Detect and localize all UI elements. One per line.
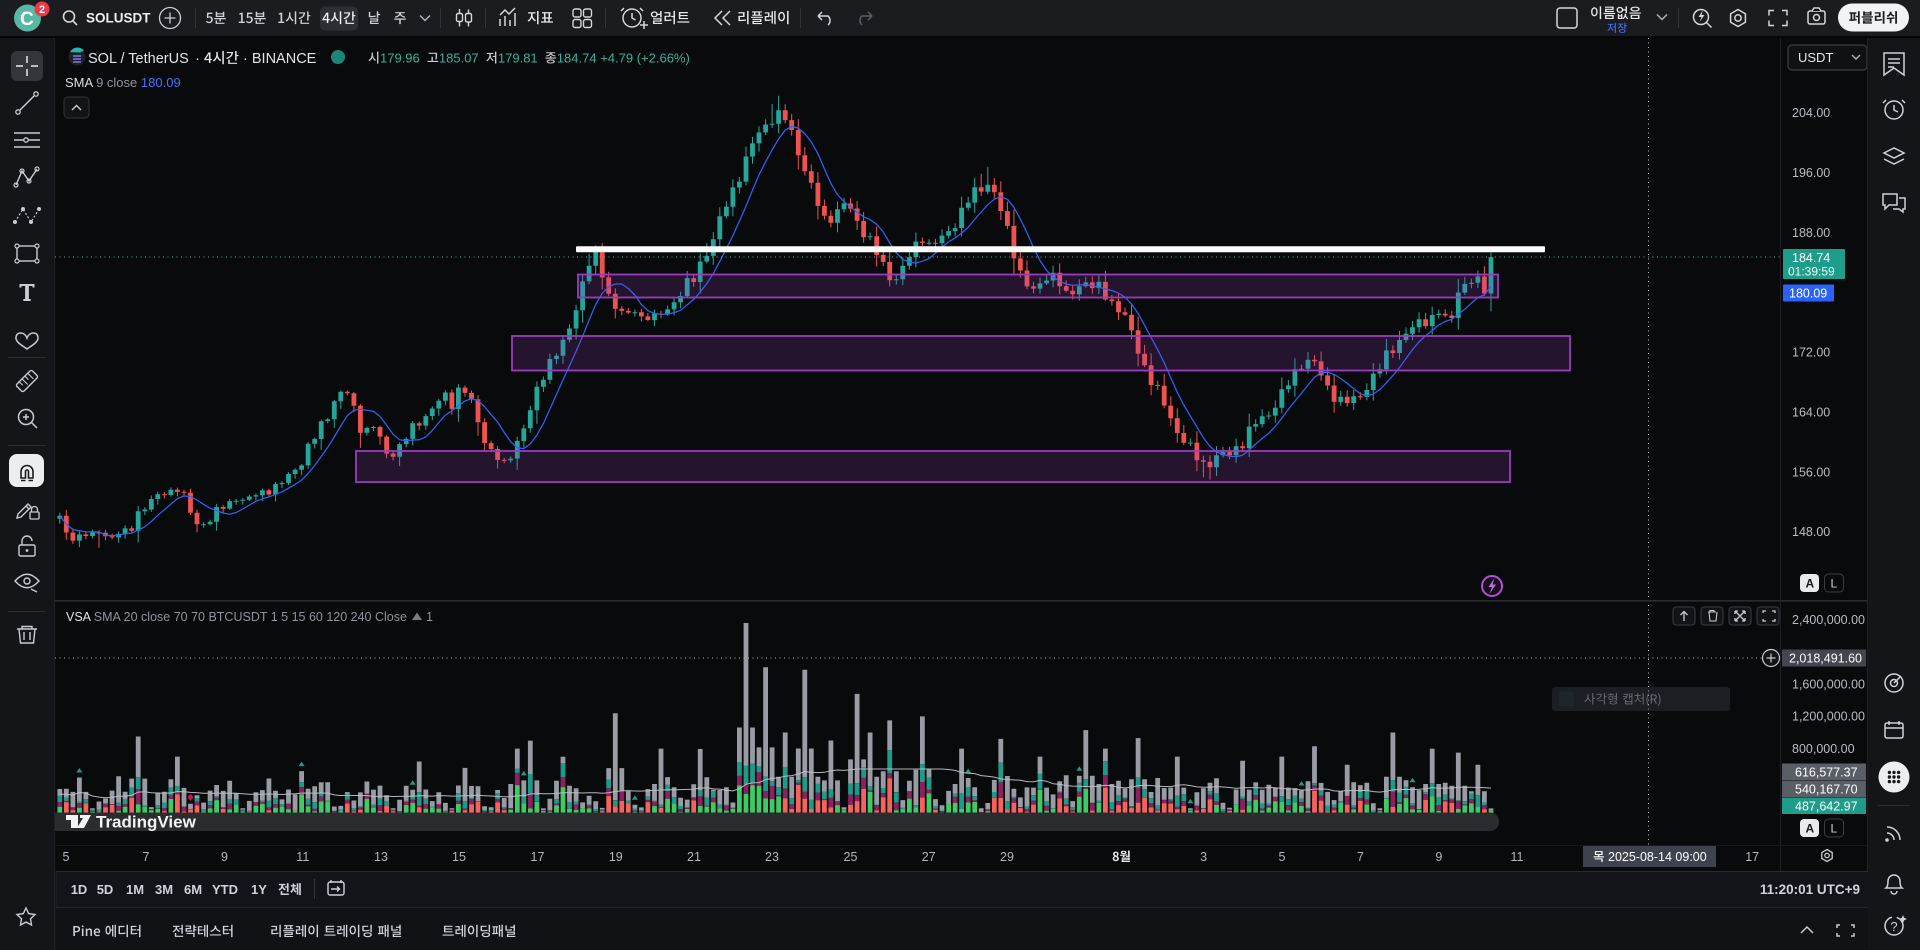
svg-text:11:20:01 UTC+9: 11:20:01 UTC+9: [1760, 882, 1860, 897]
svg-text:3M: 3M: [155, 882, 173, 897]
svg-text:2,400,000.00: 2,400,000.00: [1792, 613, 1865, 627]
svg-text:185.07: 185.07: [439, 51, 479, 66]
svg-text:172.00: 172.00: [1792, 346, 1830, 360]
svg-text:C: C: [20, 9, 34, 30]
svg-text:9: 9: [221, 850, 228, 864]
svg-text:179.81: 179.81: [498, 51, 538, 66]
svg-text:184.74: 184.74: [1792, 251, 1830, 265]
svg-text:540,167.70: 540,167.70: [1795, 783, 1858, 797]
svg-text:188.00: 188.00: [1792, 226, 1830, 240]
svg-text:180.09: 180.09: [1789, 287, 1827, 301]
svg-text:17: 17: [531, 850, 545, 864]
svg-text:VSA SMA 20 close 70 70 BTCUSDT: VSA SMA 20 close 70 70 BTCUSDT 1 5 15 60…: [66, 610, 407, 624]
svg-text:21: 21: [687, 850, 701, 864]
svg-text:156.00: 156.00: [1792, 465, 1830, 479]
svg-text:179.96: 179.96: [380, 51, 420, 66]
svg-text:27: 27: [922, 850, 936, 864]
svg-text:1: 1: [426, 610, 433, 624]
svg-text:23: 23: [765, 850, 779, 864]
svg-text:6M: 6M: [184, 882, 202, 897]
svg-text:TradingView: TradingView: [96, 813, 197, 832]
svg-text:184.74: 184.74: [557, 51, 597, 66]
svg-text:5D: 5D: [97, 882, 114, 897]
svg-text:2: 2: [39, 4, 45, 16]
svg-text:USDT: USDT: [1798, 50, 1833, 65]
svg-text:2025-08-14 09:00: 2025-08-14 09:00: [1608, 850, 1707, 864]
svg-text:1D: 1D: [71, 882, 88, 897]
svg-text:A: A: [1806, 577, 1815, 591]
svg-text:1,200,000.00: 1,200,000.00: [1792, 710, 1865, 724]
svg-text:487,642.97: 487,642.97: [1795, 800, 1858, 814]
svg-text:A: A: [1806, 822, 1815, 836]
svg-text:7: 7: [143, 850, 150, 864]
svg-text:17: 17: [1745, 850, 1759, 864]
svg-text:5: 5: [63, 850, 70, 864]
svg-text:1Y: 1Y: [251, 882, 267, 897]
svg-text:+4.79 (+2.66%): +4.79 (+2.66%): [597, 51, 690, 66]
svg-text:164.00: 164.00: [1792, 406, 1830, 420]
svg-text:·: ·: [239, 51, 252, 67]
svg-text:15: 15: [452, 850, 466, 864]
svg-text:SMA 9 close 180.09: SMA 9 close 180.09: [65, 75, 181, 90]
svg-text:01:39:59: 01:39:59: [1788, 265, 1835, 279]
svg-text:7: 7: [1357, 850, 1364, 864]
svg-text:9: 9: [1435, 850, 1442, 864]
svg-text:SOLUSDT: SOLUSDT: [86, 11, 151, 26]
svg-text:2,018,491.60: 2,018,491.60: [1789, 652, 1862, 666]
svg-text:616,577.37: 616,577.37: [1795, 766, 1858, 780]
svg-text:BINANCE: BINANCE: [252, 51, 317, 67]
svg-text:L: L: [1831, 822, 1838, 836]
svg-text:25: 25: [844, 850, 858, 864]
svg-text:148.00: 148.00: [1792, 525, 1830, 539]
svg-text:800,000.00: 800,000.00: [1792, 742, 1855, 756]
svg-text:L: L: [1831, 577, 1838, 591]
svg-text:204.00: 204.00: [1792, 106, 1830, 120]
svg-text:1M: 1M: [126, 882, 144, 897]
svg-text:SOL / TetherUS: SOL / TetherUS: [88, 51, 189, 67]
svg-text:13: 13: [374, 850, 388, 864]
svg-text:·: ·: [191, 51, 204, 67]
svg-text:196.00: 196.00: [1792, 166, 1830, 180]
svg-text:11: 11: [1511, 850, 1524, 864]
svg-text:5: 5: [1279, 850, 1286, 864]
svg-text:11: 11: [296, 850, 309, 864]
svg-text:29: 29: [1000, 850, 1014, 864]
svg-text:1,600,000.00: 1,600,000.00: [1792, 677, 1865, 691]
svg-text:YTD: YTD: [212, 882, 238, 897]
svg-text:19: 19: [609, 850, 623, 864]
svg-text:?: ?: [1890, 919, 1897, 934]
svg-text:3: 3: [1200, 850, 1207, 864]
